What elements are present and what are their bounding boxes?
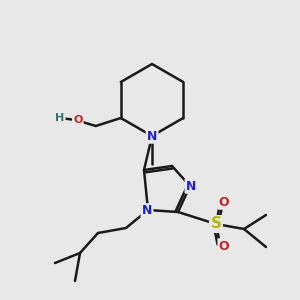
Text: O: O xyxy=(219,196,229,208)
Text: N: N xyxy=(142,205,152,218)
Text: O: O xyxy=(219,239,229,253)
Text: S: S xyxy=(211,217,221,232)
Text: N: N xyxy=(147,130,157,142)
Text: N: N xyxy=(186,179,196,193)
Text: O: O xyxy=(73,115,83,125)
Text: H: H xyxy=(55,113,64,123)
